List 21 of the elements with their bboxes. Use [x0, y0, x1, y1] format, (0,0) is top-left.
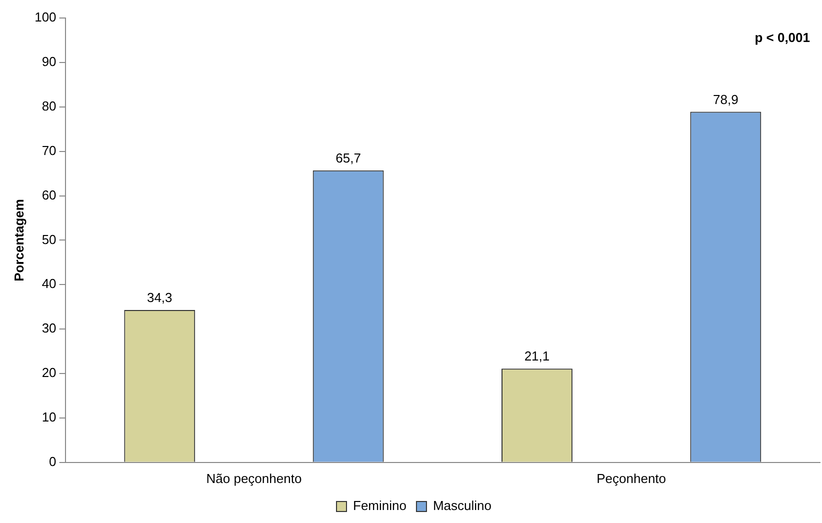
data-label: 78,9 — [713, 92, 738, 107]
annotation: p < 0,001 — [754, 30, 810, 46]
y-tick-label: 80 — [42, 98, 56, 114]
legend-label: Feminino — [353, 498, 406, 514]
y-tick-label: 70 — [42, 142, 56, 158]
legend-label: Masculino — [432, 498, 492, 514]
y-tick-label: 40 — [42, 276, 56, 292]
y-tick-label: 60 — [42, 187, 56, 202]
y-axis-title: Porcentagem — [11, 199, 26, 282]
y-tick-label: 100 — [34, 10, 56, 25]
y-tick-label: 20 — [42, 365, 56, 380]
data-label: 65,7 — [336, 150, 361, 166]
y-tick-label: 90 — [42, 54, 56, 70]
x-tick-label: Não peçonhento — [206, 470, 302, 486]
data-label: 34,3 — [146, 290, 172, 306]
y-tick-label: 50 — [42, 232, 56, 247]
y-tick-label: 10 — [42, 410, 56, 425]
data-label: 21,1 — [524, 348, 550, 364]
y-tick-label: 30 — [42, 320, 56, 336]
y-tick-label: 0 — [49, 454, 56, 469]
x-tick-label: Peçonhento — [596, 470, 666, 486]
